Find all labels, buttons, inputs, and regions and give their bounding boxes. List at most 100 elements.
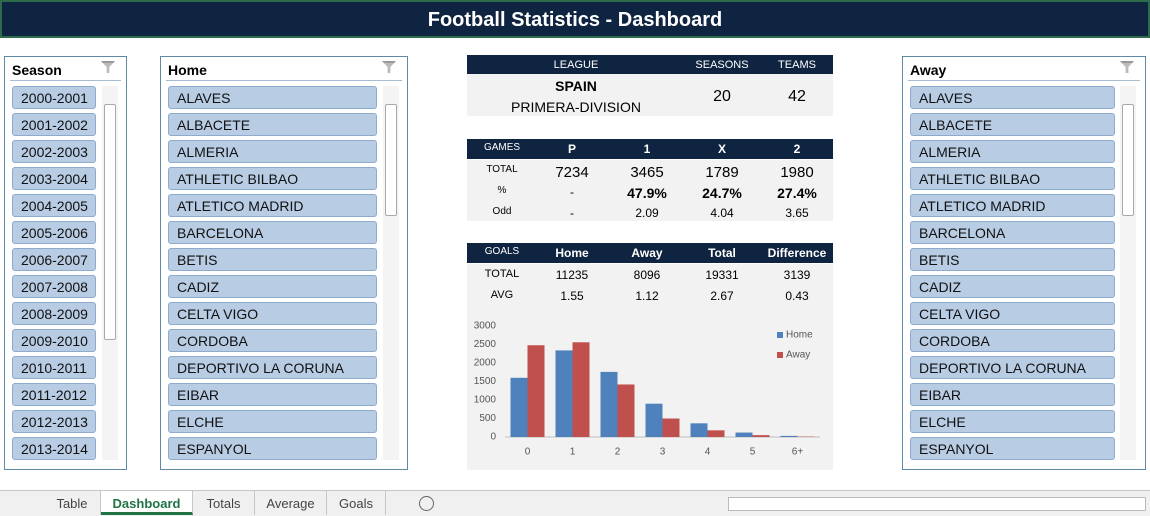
slicer-item[interactable]: BETIS [910, 248, 1115, 271]
slicer-item[interactable]: ELCHE [168, 410, 377, 433]
table-cell: 11235 [555, 268, 589, 282]
table-header-cell: GOALS [484, 246, 520, 257]
slicer-item[interactable]: ALMERIA [168, 140, 377, 163]
table-cell: 8096 [633, 268, 661, 282]
y-tick-label: 0 [490, 432, 496, 443]
table-cell: 7234 [555, 164, 589, 181]
table-header-cell: Home [555, 246, 589, 260]
slicer-item[interactable]: 2012-2013 [12, 410, 96, 433]
slicer-item[interactable]: CADIZ [168, 275, 377, 298]
slicer-item[interactable]: EIBAR [910, 383, 1115, 406]
table-cell: - [570, 185, 574, 199]
slicer-item[interactable]: 2004-2005 [12, 194, 96, 217]
table-body [467, 264, 833, 318]
slicer-item[interactable]: CORDOBA [910, 329, 1115, 352]
slicer-item[interactable]: CELTA VIGO [910, 302, 1115, 325]
sheet-tab[interactable]: Average [255, 491, 327, 515]
slicer-item[interactable]: 2002-2003 [12, 140, 96, 163]
slicer-item[interactable]: 2007-2008 [12, 275, 96, 298]
table-header [467, 139, 833, 159]
slicer-item[interactable]: 2000-2001 [12, 86, 96, 109]
slicer-item[interactable]: ALAVES [910, 86, 1115, 109]
slicer-item[interactable]: ATHLETIC BILBAO [168, 167, 377, 190]
bar [735, 432, 753, 437]
slicer-item[interactable]: ESPANYOL [168, 437, 377, 460]
table-header-cell: GAMES [483, 142, 521, 153]
slicer-item[interactable]: 2010-2011 [12, 356, 96, 379]
slicer-item[interactable]: ESPANYOL [910, 437, 1115, 460]
row-label: TOTAL [484, 268, 520, 280]
slicer-item[interactable]: 2011-2012 [12, 383, 96, 406]
slicer-item[interactable]: CELTA VIGO [168, 302, 377, 325]
table-cell: 27.4% [777, 185, 817, 201]
slicer-item[interactable]: 2001-2002 [12, 113, 96, 136]
slicer-item[interactable]: CADIZ [910, 275, 1115, 298]
slicer-item[interactable]: ALAVES [168, 86, 377, 109]
x-tick-label: 2 [615, 447, 621, 458]
slicer-item[interactable]: ELCHE [910, 410, 1115, 433]
table-header-cell: TEAMS [778, 59, 816, 71]
slicer-item[interactable]: 2006-2007 [12, 248, 96, 271]
slicer-item[interactable]: ATHLETIC BILBAO [910, 167, 1115, 190]
slicer-title: Away [910, 62, 947, 78]
x-tick-label: 6+ [792, 447, 804, 458]
slicer-item[interactable]: BETIS [168, 248, 377, 271]
x-tick-label: 0 [525, 447, 531, 458]
table-cell: 3465 [630, 164, 664, 181]
scroll-thumb[interactable] [1122, 104, 1134, 216]
y-tick-label: 1000 [474, 395, 497, 406]
slicer-item[interactable]: ATLETICO MADRID [910, 194, 1115, 217]
bar [752, 435, 770, 437]
table-cell: 3.65 [785, 206, 809, 220]
sheet-tab[interactable]: Totals [193, 491, 255, 515]
legend-label: Home [786, 330, 813, 341]
table-header-cell: Away [631, 246, 663, 260]
x-tick-label: 5 [750, 447, 756, 458]
bar [510, 377, 528, 437]
table-header-cell: X [717, 142, 726, 156]
bar [617, 384, 635, 437]
league-name: SPAIN [555, 78, 597, 94]
table-cell: 1.55 [560, 289, 584, 303]
x-tick-label: 1 [570, 447, 576, 458]
bar [600, 371, 618, 437]
slicer-item[interactable]: BARCELONA [910, 221, 1115, 244]
table-cell: 19331 [705, 268, 739, 282]
slicer-item[interactable]: 2003-2004 [12, 167, 96, 190]
sheet-tab[interactable]: Table [44, 491, 101, 515]
slicer [4, 56, 127, 470]
horizontal-scrollbar[interactable] [728, 497, 1146, 511]
slicer-item[interactable]: 2008-2009 [12, 302, 96, 325]
slicer-item[interactable]: EIBAR [168, 383, 377, 406]
slicer-header-line [10, 80, 121, 81]
slicer-item[interactable]: 2005-2006 [12, 221, 96, 244]
slicer-item[interactable]: CORDOBA [168, 329, 377, 352]
slicer-item[interactable]: BARCELONA [168, 221, 377, 244]
table-header-cell: 2 [793, 142, 801, 156]
sheet-tab[interactable]: Dashboard [101, 491, 193, 515]
row-label: % [497, 185, 507, 196]
table-header-cell: SEASONS [695, 59, 749, 71]
slicer-item[interactable]: 2013-2014 [12, 437, 96, 460]
slicer-item[interactable]: ALBACETE [910, 113, 1115, 136]
slicer-item[interactable]: DEPORTIVO LA CORUNA [168, 356, 377, 379]
scroll-thumb[interactable] [385, 104, 397, 216]
row-label: TOTAL [486, 164, 518, 175]
slicer-header-line [166, 80, 402, 81]
slicer-title: Season [12, 62, 62, 78]
slicer-item[interactable]: ATLETICO MADRID [168, 194, 377, 217]
slicer-item[interactable]: ALMERIA [910, 140, 1115, 163]
slicer-item[interactable]: ALBACETE [168, 113, 377, 136]
bar [780, 435, 798, 437]
slicer-title: Home [168, 62, 207, 78]
slicer-item[interactable]: DEPORTIVO LA CORUNA [910, 356, 1115, 379]
goals-chart: 0 500 1000 1500 2000 2500 3000 0 1 2 3 4 5 6+ Home Away [467, 318, 833, 470]
slicer-item[interactable]: 2009-2010 [12, 329, 96, 352]
sheet-tab[interactable]: Goals [327, 491, 386, 515]
add-sheet-button[interactable] [419, 496, 434, 511]
bar [527, 345, 545, 437]
scroll-thumb[interactable] [104, 104, 116, 340]
bar [690, 423, 708, 437]
table-header-cell: Difference [767, 246, 827, 260]
